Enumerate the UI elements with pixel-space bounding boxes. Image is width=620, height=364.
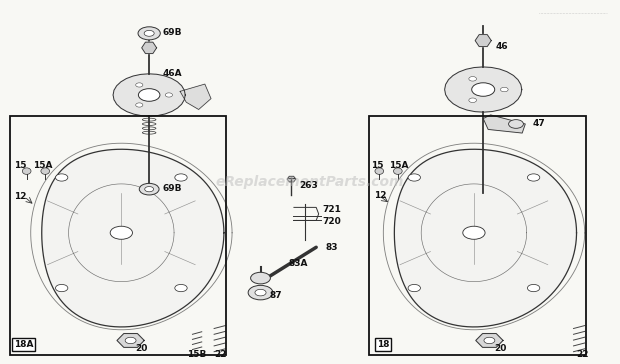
Text: 20: 20 [494, 344, 507, 353]
Text: 12: 12 [374, 191, 386, 200]
Circle shape [144, 187, 154, 192]
Circle shape [55, 174, 68, 181]
Circle shape [255, 289, 266, 296]
Circle shape [528, 174, 540, 181]
Text: 263: 263 [299, 181, 317, 190]
Text: 721: 721 [322, 205, 341, 214]
Text: 22: 22 [576, 351, 588, 360]
Circle shape [463, 226, 485, 239]
Circle shape [500, 87, 508, 92]
Polygon shape [142, 42, 157, 54]
Text: 15A: 15A [389, 161, 409, 170]
Text: 20: 20 [136, 344, 148, 353]
Circle shape [55, 284, 68, 292]
Text: 46: 46 [495, 41, 508, 51]
Circle shape [136, 103, 143, 107]
Circle shape [248, 285, 273, 300]
Polygon shape [117, 333, 144, 347]
Circle shape [484, 337, 495, 344]
Polygon shape [180, 84, 211, 110]
Text: 18A: 18A [14, 340, 33, 349]
Ellipse shape [394, 168, 402, 174]
Circle shape [138, 89, 160, 101]
Polygon shape [42, 149, 224, 327]
Text: 83: 83 [326, 243, 338, 252]
Circle shape [408, 174, 420, 181]
Text: eReplacementParts.com: eReplacementParts.com [216, 175, 404, 189]
Text: 15A: 15A [33, 161, 52, 170]
Circle shape [136, 83, 143, 87]
Circle shape [166, 93, 172, 97]
Circle shape [472, 83, 495, 96]
Polygon shape [476, 333, 503, 347]
Circle shape [125, 337, 136, 344]
Text: 12: 12 [14, 192, 27, 201]
Circle shape [469, 76, 477, 81]
Circle shape [250, 272, 270, 284]
Circle shape [110, 226, 133, 239]
Circle shape [508, 120, 523, 128]
Circle shape [175, 174, 187, 181]
Circle shape [175, 284, 187, 292]
Polygon shape [113, 74, 185, 116]
Text: 18: 18 [377, 340, 389, 349]
Circle shape [144, 30, 154, 36]
Text: 46A: 46A [163, 69, 182, 78]
Ellipse shape [41, 168, 50, 174]
Text: 15: 15 [371, 161, 383, 170]
Text: 15: 15 [14, 161, 27, 170]
Polygon shape [483, 115, 525, 133]
Text: 69B: 69B [163, 28, 182, 37]
Circle shape [408, 284, 420, 292]
Text: 720: 720 [322, 217, 341, 226]
Text: 15B: 15B [187, 351, 207, 360]
Ellipse shape [375, 168, 384, 174]
Circle shape [469, 98, 477, 103]
Polygon shape [287, 176, 296, 182]
Circle shape [140, 183, 159, 195]
Polygon shape [394, 149, 577, 327]
Text: 87: 87 [270, 291, 283, 300]
Polygon shape [445, 67, 522, 112]
Circle shape [528, 284, 540, 292]
Text: 22: 22 [214, 351, 227, 360]
Text: 83A: 83A [288, 259, 308, 268]
Ellipse shape [22, 168, 31, 174]
Text: 69B: 69B [163, 184, 182, 193]
Polygon shape [475, 35, 491, 47]
Circle shape [138, 27, 161, 40]
Text: 47: 47 [533, 119, 546, 128]
